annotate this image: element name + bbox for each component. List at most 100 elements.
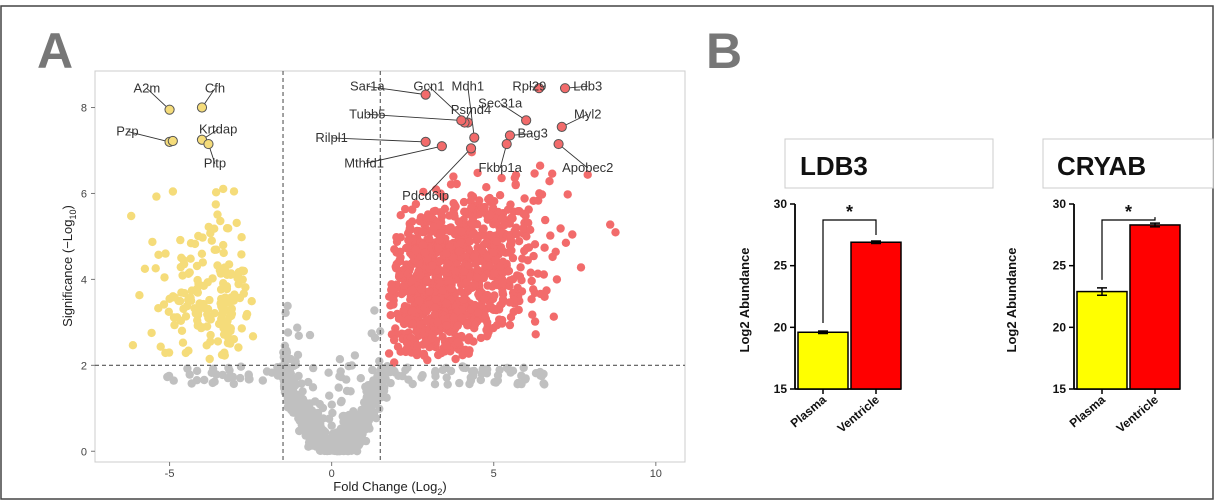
significance-star: * <box>846 202 853 222</box>
down-point <box>237 250 246 259</box>
up-point <box>541 215 550 225</box>
ns-point <box>334 383 343 392</box>
ns-point <box>350 351 360 360</box>
up-point <box>533 269 543 278</box>
gene-label-pzp: Pzp <box>116 123 138 138</box>
up-point <box>395 270 404 280</box>
down-point <box>206 330 215 340</box>
labeled-point-myl2 <box>556 121 567 132</box>
y-tick-label: 4 <box>81 274 87 286</box>
up-point <box>418 227 427 237</box>
up-point <box>498 278 507 288</box>
down-point <box>159 300 169 309</box>
ns-point <box>315 399 324 409</box>
down-point <box>213 337 223 346</box>
ns-point <box>479 367 489 377</box>
down-point <box>204 222 213 232</box>
ns-point <box>210 377 219 386</box>
up-point <box>542 286 551 295</box>
down-point <box>164 307 173 316</box>
up-point <box>459 295 468 304</box>
ns-point <box>304 442 313 451</box>
y-axis-ticks: 0 2 4 6 8 <box>81 103 95 458</box>
gene-label-mdh1: Mdh1 <box>452 78 485 93</box>
up-point <box>517 276 526 285</box>
up-point <box>512 229 521 239</box>
up-point <box>416 285 426 294</box>
y-tick-label: 8 <box>81 103 87 115</box>
up-point <box>526 268 535 277</box>
up-point <box>495 315 504 324</box>
up-point <box>408 276 417 285</box>
labeled-point-cfh <box>196 102 208 113</box>
up-point <box>545 177 554 186</box>
down-point <box>178 338 188 347</box>
gene-label-sar1a: Sar1a <box>350 78 385 93</box>
bar-ventricle <box>1129 224 1181 390</box>
ns-point <box>493 371 503 380</box>
up-point <box>407 285 417 295</box>
up-point <box>496 262 505 271</box>
down-point <box>148 237 157 247</box>
gene-label-mthfd1: Mthfd1 <box>344 156 384 171</box>
up-point <box>497 214 507 224</box>
down-point <box>204 313 213 323</box>
ns-point <box>283 301 292 311</box>
up-point <box>390 245 399 254</box>
ns-point <box>520 375 529 384</box>
up-point <box>485 193 494 203</box>
up-point <box>485 261 494 271</box>
significance-bracket <box>822 219 877 324</box>
up-point <box>411 199 421 209</box>
down-point <box>226 326 235 336</box>
up-point <box>405 223 415 233</box>
ns-point <box>381 374 390 384</box>
ns-point <box>236 373 245 383</box>
labeled-point-fkbp1a <box>501 138 512 150</box>
ns-point <box>446 366 456 376</box>
label-leader-line <box>331 137 426 143</box>
up-point <box>425 287 434 296</box>
up-point <box>416 320 425 329</box>
up-point <box>505 248 514 257</box>
up-point <box>451 354 460 364</box>
up-point <box>510 173 519 183</box>
up-point <box>449 313 459 322</box>
down-point <box>197 249 207 258</box>
up-point <box>404 236 413 245</box>
ns-point <box>267 368 277 377</box>
up-point <box>422 276 431 285</box>
ns-point <box>315 446 325 455</box>
up-point <box>480 202 489 212</box>
up-point <box>495 191 505 200</box>
ns-point <box>183 364 192 373</box>
labeled-point-mdh1 <box>469 132 480 143</box>
up-point <box>479 273 488 283</box>
down-point <box>140 264 150 273</box>
ns-point <box>539 369 548 379</box>
ns-point <box>330 429 339 438</box>
ns-point <box>293 350 303 360</box>
ns-point <box>332 445 341 454</box>
up-point <box>519 224 528 233</box>
down-point <box>151 264 160 273</box>
ns-point <box>368 365 377 375</box>
y-axis-label: Significance (−Log10) <box>60 205 78 327</box>
down-point <box>213 210 222 219</box>
down-point <box>224 224 233 233</box>
up-point <box>447 284 456 293</box>
labeled-point-rpl29 <box>534 83 545 94</box>
y-tick-label: 15 <box>774 382 788 396</box>
up-point <box>497 173 506 183</box>
up-point <box>408 306 418 315</box>
up-point <box>462 319 472 328</box>
ns-point <box>236 362 246 371</box>
up-point <box>529 196 538 205</box>
up-point <box>468 230 477 239</box>
ns-point <box>375 370 384 380</box>
up-point <box>456 238 466 247</box>
labeled-point-apobec2 <box>553 138 564 150</box>
up-point <box>473 308 483 317</box>
down-point <box>218 304 227 314</box>
